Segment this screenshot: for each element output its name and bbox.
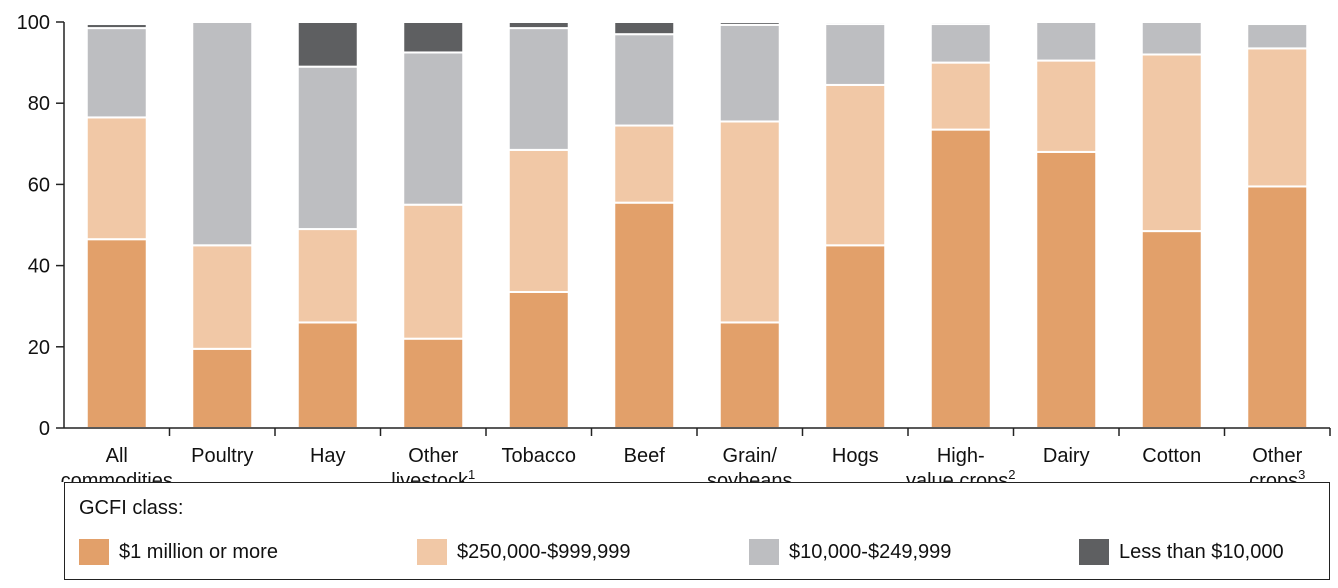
x-tick-label: Other [408,445,458,467]
bar-segment [929,61,992,131]
bar-segment [191,244,254,350]
x-tick-label: Tobacco [502,445,577,467]
x-tick-label: Other [1252,445,1302,467]
bar-segment [613,21,676,36]
y-tick-label: 20 [28,337,50,359]
bar-segment [718,21,781,26]
bar-segment [507,27,570,151]
legend-item-10k-249k: $10,000-$249,999 [749,539,951,565]
bar-segment [929,128,992,429]
bar-segment [296,21,359,68]
bar-segment [824,83,887,247]
legend-swatch [1079,539,1109,565]
x-tick-label: livestock1 [391,467,475,482]
legend-label: Less than $10,000 [1119,540,1284,563]
legend-label: $1 million or more [119,540,278,563]
x-tick-label: Hay [310,445,346,467]
x-tick-label: Hogs [832,445,879,467]
bar-segment [1246,23,1309,50]
x-tick-label: Poultry [191,445,253,467]
bar-segment [824,23,887,86]
x-tick-label: value crops2 [906,467,1016,482]
legend-swatch [79,539,109,565]
bar-segment [613,33,676,127]
bar-segment [85,238,148,429]
bar-segment [824,244,887,429]
footnote-marker: 1 [468,467,475,482]
bar-segment [85,27,148,119]
bar-segment [929,23,992,64]
x-tick-label: High- [937,445,985,467]
bar-segment [1035,150,1098,429]
bar-segment [85,116,148,241]
legend-item-1m-or-more: $1 million or more [79,539,278,565]
bar-segment [402,337,465,429]
bar-segment [718,23,781,123]
legend-item-250k-999k: $250,000-$999,999 [417,539,631,565]
bar-segment [929,21,992,26]
bar-segment [718,321,781,429]
x-tick-label: Dairy [1043,445,1090,467]
bar-segment [1140,230,1203,429]
y-tick-label: 100 [17,12,50,34]
footnote-marker: 2 [1008,467,1015,482]
bar-segment [191,21,254,247]
bar-segment [402,203,465,340]
bar-segment [507,148,570,293]
bars [85,21,1331,436]
legend-swatch [417,539,447,565]
legend-label: $250,000-$999,999 [457,540,631,563]
bar-segment [824,21,887,26]
bar-segment [296,321,359,429]
y-tick-label: 0 [39,418,50,440]
y-tick-label: 60 [28,174,50,196]
bar-segment [1246,185,1309,429]
bar-segment [507,21,570,30]
x-tick-label: All [106,445,128,467]
bar-segment [296,228,359,324]
bar-segment [296,65,359,231]
legend-label: $10,000-$249,999 [789,540,952,563]
legend: GCFI class: $1 million or more $250,000-… [64,482,1330,580]
bar-segment [1035,21,1098,62]
x-tick-label: Grain/ [723,445,778,467]
x-tick-label: soybeans [707,470,793,482]
y-tick-label: 80 [28,93,50,115]
bar-segment [507,290,570,429]
x-tick-label: commodities [61,470,173,482]
bar-segment [613,201,676,429]
bar-segment [1246,47,1309,188]
x-tick-label: crops3 [1249,467,1305,482]
bar-segment [191,347,254,429]
stacked-bar-chart: 0 20 40 60 80 100 All commodities Poultry Hay Oth… [17,12,1331,482]
bar-segment [402,51,465,206]
x-tick-label: Beef [624,445,666,467]
bar-segment [718,120,781,324]
bar-segment [1035,59,1098,153]
y-tick-label: 40 [28,256,50,278]
legend-item-less-than-10k: Less than $10,000 [1079,539,1284,565]
bar-segment [613,124,676,204]
bar-segment [402,21,465,54]
legend-swatch [749,539,779,565]
bar-segment [1140,53,1203,233]
bar-segment [1140,21,1203,56]
footnote-marker: 3 [1298,467,1305,482]
legend-title: GCFI class: [79,497,184,519]
x-tick-label: Cotton [1142,445,1201,467]
bar-segment [85,23,148,30]
y-axis-ticks: 0 20 40 60 80 100 [17,12,65,440]
